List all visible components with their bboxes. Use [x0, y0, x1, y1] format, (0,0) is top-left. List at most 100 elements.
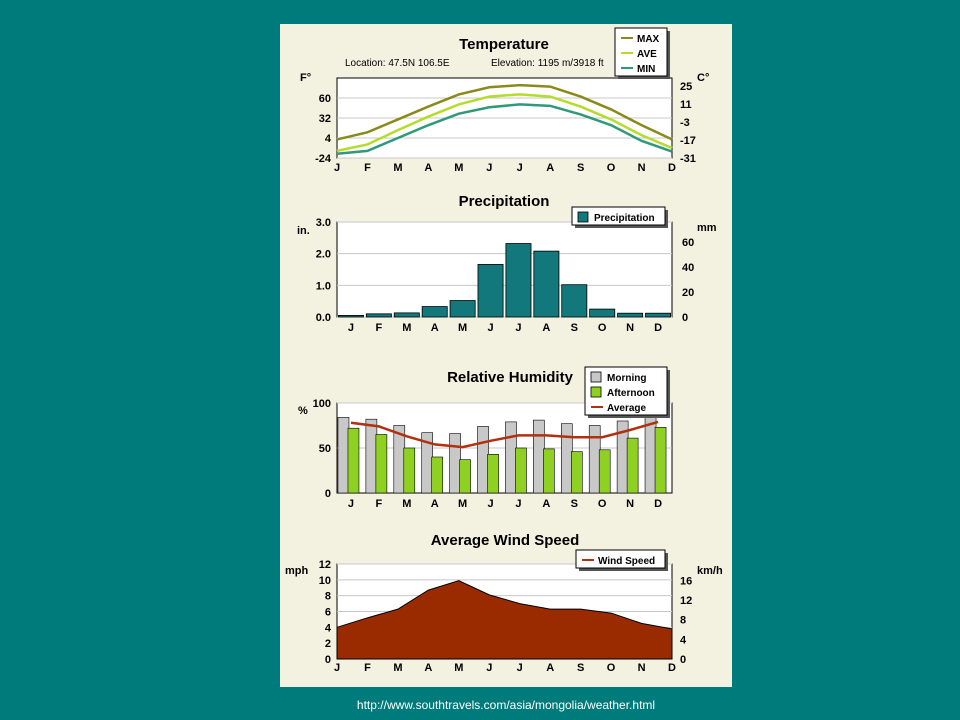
month-tick-label: O [607, 162, 616, 174]
month-tick-label: F [376, 498, 383, 510]
temperature-ytick-left: 32 [319, 113, 331, 125]
precipitation-ylabel-right: mm [697, 222, 717, 234]
wind-ytick-left: 10 [319, 575, 331, 587]
humidity-bar-morning [365, 418, 378, 494]
month-tick-label: A [431, 322, 439, 334]
wind-ytick-left: 6 [325, 607, 331, 619]
month-tick-label: A [424, 162, 432, 174]
humidity-bar-afternoon [487, 453, 499, 494]
humidity-bar-morning [505, 421, 517, 494]
month-tick-label: A [546, 662, 554, 674]
temperature-ytick-left: 4 [325, 133, 332, 145]
temperature-ytick-left: -24 [315, 153, 332, 165]
month-tick-label: S [577, 662, 584, 674]
month-tick-label: O [598, 322, 607, 334]
temperature-title: Temperature [459, 36, 549, 53]
month-tick-label: J [348, 322, 354, 334]
month-tick-label: D [654, 498, 662, 510]
month-tick-label: A [542, 498, 550, 510]
humidity-bar-afternoon [347, 427, 360, 494]
precipitation-title: Precipitation [459, 193, 550, 210]
month-tick-label: S [571, 322, 578, 334]
month-tick-label: D [668, 662, 676, 674]
precipitation-bar [337, 315, 364, 318]
legend-label: Average [607, 403, 647, 414]
chart-panel: Temperature Location: 47.5N 106.5E Elevati… [280, 24, 732, 687]
month-tick-label: F [364, 162, 371, 174]
humidity-bar-morning [533, 419, 545, 494]
legend-label: MIN [637, 64, 655, 75]
month-tick-label: J [487, 322, 493, 334]
temperature-ytick-left: 60 [319, 93, 331, 105]
wind-ylabel-right: km/h [697, 565, 723, 577]
humidity-bar-morning [337, 417, 350, 494]
month-tick-label: A [542, 322, 550, 334]
temperature-ytick-right: 11 [680, 99, 692, 111]
month-tick-label: J [517, 662, 523, 674]
month-tick-label: S [571, 498, 578, 510]
month-tick-label: N [626, 322, 634, 334]
month-tick-label: F [364, 662, 371, 674]
precipitation-plot-area [336, 221, 673, 318]
month-tick-label: N [638, 662, 646, 674]
temperature-ytick-right: -31 [680, 153, 696, 165]
humidity-ytick-left: 0 [325, 488, 331, 500]
month-tick-label: S [577, 162, 584, 174]
month-tick-label: A [546, 162, 554, 174]
month-tick-label: J [486, 162, 492, 174]
month-tick-label: J [515, 322, 521, 334]
precipitation-ytick-left: 3.0 [316, 217, 331, 229]
month-tick-label: M [393, 162, 402, 174]
legend-label: Afternoon [607, 388, 655, 399]
humidity-bar-morning [560, 423, 573, 494]
humidity-ytick-left: 50 [319, 443, 331, 455]
precipitation-ytick-left: 0.0 [316, 312, 331, 324]
temperature-ytick-right: -3 [680, 117, 690, 129]
wind-ytick-left: 4 [325, 622, 332, 634]
humidity-bar-afternoon [654, 426, 667, 494]
legend-swatch [577, 211, 589, 223]
precipitation-bar [617, 312, 644, 318]
humidity-bar-afternoon [570, 451, 583, 494]
wind-ytick-left: 0 [325, 654, 331, 666]
temperature-ytick-right: 25 [680, 81, 692, 93]
humidity-bar-morning [588, 425, 601, 494]
humidity-bar-morning [449, 433, 461, 494]
wind-ytick-left: 2 [325, 638, 331, 650]
humidity-ytick-left: 100 [313, 398, 331, 410]
month-tick-label: M [454, 162, 463, 174]
month-tick-label: F [376, 322, 383, 334]
month-tick-label: M [458, 498, 467, 510]
precipitation-ytick-left: 1.0 [316, 280, 331, 292]
humidity-bar-morning [644, 417, 657, 494]
legend-label: MAX [637, 34, 660, 45]
wind-ytick-right: 8 [680, 615, 686, 627]
source-url[interactable]: http://www.southtravels.com/asia/mongoli… [356, 698, 656, 712]
wind-ytick-right: 12 [680, 595, 692, 607]
month-tick-label: J [487, 498, 493, 510]
humidity-line-average [350, 420, 659, 449]
humidity-bar-afternoon [626, 437, 639, 494]
precipitation-ytick-left: 2.0 [316, 249, 331, 261]
month-tick-label: D [654, 322, 662, 334]
month-tick-label: A [424, 662, 432, 674]
humidity-ylabel-left: % [298, 405, 308, 417]
precipitation-bar [561, 284, 588, 318]
month-tick-label: A [431, 498, 439, 510]
month-tick-label: O [607, 662, 616, 674]
wind-ytick-left: 8 [325, 591, 331, 603]
precipitation-bar [393, 312, 420, 318]
wind-legend [575, 549, 666, 569]
month-tick-label: M [458, 322, 467, 334]
humidity-bar-afternoon [375, 434, 388, 494]
humidity-title: Relative Humidity [447, 369, 574, 386]
month-tick-label: O [598, 498, 607, 510]
wind-ylabel-left: mph [285, 565, 309, 577]
month-tick-label: J [348, 498, 354, 510]
temperature-line-min [336, 103, 673, 155]
wind-ytick-right: 4 [680, 634, 687, 646]
temperature-line-ave [336, 93, 673, 153]
month-tick-label: J [334, 162, 340, 174]
legend-label: Morning [607, 373, 646, 384]
month-tick-label: M [454, 662, 463, 674]
